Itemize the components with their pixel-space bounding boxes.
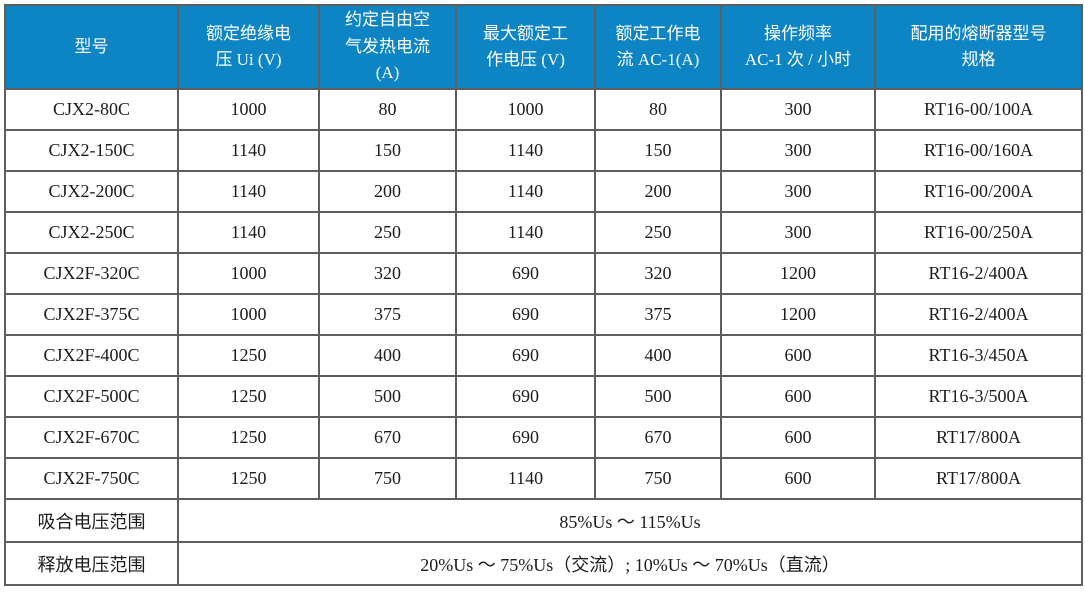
table-body: CJX2-80C 1000 80 1000 80 300 RT16-00/100A CJX2-… [4, 88, 1083, 500]
value-cell: 375 [318, 293, 457, 336]
table-header: 型号 额定绝缘电 压 Ui (V) 约定自由空 气发热电流 (A) 最大额定工 … [4, 4, 1083, 90]
pickup-voltage-row: 吸合电压范围 85%Us ～ 115%Us [4, 498, 1083, 543]
table-row: CJX2-200C 1140 200 1140 200 300 RT16-00/200A [4, 170, 1083, 213]
pickup-voltage-value: 85%Us ～ 115%Us [177, 498, 1083, 543]
value-cell: 1140 [177, 211, 320, 254]
release-voltage-value: 20%Us ～ 75%Us（交流）; 10%Us ～ 70%Us（直流） [177, 541, 1083, 586]
value-cell: 500 [318, 375, 457, 418]
table-row: CJX2F-500C 1250 500 690 500 600 RT16-3/500A [4, 375, 1083, 418]
column-header-max-working-voltage: 最大额定工 作电压 (V) [455, 4, 596, 90]
model-cell: CJX2-80C [4, 88, 179, 131]
value-cell: 250 [594, 211, 722, 254]
value-cell: RT16-3/450A [874, 334, 1083, 377]
value-cell: 750 [594, 457, 722, 500]
value-cell: 1000 [177, 293, 320, 336]
value-cell: RT17/800A [874, 457, 1083, 500]
column-header-thermal-current: 约定自由空 气发热电流 (A) [318, 4, 457, 90]
value-cell: 150 [594, 129, 722, 172]
value-cell: 375 [594, 293, 722, 336]
value-cell: 150 [318, 129, 457, 172]
column-header-model: 型号 [4, 4, 179, 90]
column-header-operating-frequency: 操作频率 AC-1 次 / 小时 [720, 4, 876, 90]
value-cell: 500 [594, 375, 722, 418]
column-header-fuse-spec: 配用的熔断器型号 规格 [874, 4, 1083, 90]
table-row: CJX2F-375C 1000 375 690 375 1200 RT16-2/400A [4, 293, 1083, 336]
column-header-insulation-voltage: 额定绝缘电 压 Ui (V) [177, 4, 320, 90]
value-cell: 1000 [455, 88, 596, 131]
value-cell: 690 [455, 252, 596, 295]
model-cell: CJX2F-400C [4, 334, 179, 377]
value-cell: 1250 [177, 334, 320, 377]
release-voltage-label: 释放电压范围 [4, 541, 179, 586]
value-cell: RT16-00/200A [874, 170, 1083, 213]
value-cell: RT16-00/100A [874, 88, 1083, 131]
value-cell: 1200 [720, 293, 876, 336]
table-row: CJX2F-670C 1250 670 690 670 600 RT17/800A [4, 416, 1083, 459]
value-cell: 600 [720, 457, 876, 500]
value-cell: RT16-2/400A [874, 252, 1083, 295]
value-cell: RT16-3/500A [874, 375, 1083, 418]
value-cell: 1140 [455, 129, 596, 172]
value-cell: 690 [455, 416, 596, 459]
value-cell: RT16-00/160A [874, 129, 1083, 172]
model-cell: CJX2F-670C [4, 416, 179, 459]
value-cell: 400 [318, 334, 457, 377]
contactor-spec-table: 型号 额定绝缘电 压 Ui (V) 约定自由空 气发热电流 (A) 最大额定工 … [4, 4, 1083, 586]
value-cell: 80 [318, 88, 457, 131]
value-cell: 1200 [720, 252, 876, 295]
table-row: CJX2F-400C 1250 400 690 400 600 RT16-3/450A [4, 334, 1083, 377]
value-cell: 600 [720, 416, 876, 459]
value-cell: 670 [318, 416, 457, 459]
model-cell: CJX2F-320C [4, 252, 179, 295]
value-cell: 80 [594, 88, 722, 131]
model-cell: CJX2F-500C [4, 375, 179, 418]
value-cell: 320 [594, 252, 722, 295]
column-header-working-current: 额定工作电 流 AC-1(A) [594, 4, 722, 90]
value-cell: RT16-2/400A [874, 293, 1083, 336]
value-cell: 250 [318, 211, 457, 254]
value-cell: 300 [720, 129, 876, 172]
value-cell: 1250 [177, 375, 320, 418]
value-cell: 670 [594, 416, 722, 459]
model-cell: CJX2-150C [4, 129, 179, 172]
value-cell: 600 [720, 334, 876, 377]
model-cell: CJX2F-750C [4, 457, 179, 500]
value-cell: 1140 [455, 170, 596, 213]
value-cell: 300 [720, 88, 876, 131]
value-cell: 600 [720, 375, 876, 418]
value-cell: 690 [455, 293, 596, 336]
header-row: 型号 额定绝缘电 压 Ui (V) 约定自由空 气发热电流 (A) 最大额定工 … [4, 4, 1083, 90]
value-cell: 1140 [455, 457, 596, 500]
value-cell: 1140 [455, 211, 596, 254]
value-cell: 690 [455, 334, 596, 377]
value-cell: 750 [318, 457, 457, 500]
value-cell: 200 [594, 170, 722, 213]
table-row: CJX2-80C 1000 80 1000 80 300 RT16-00/100A [4, 88, 1083, 131]
table-row: CJX2-250C 1140 250 1140 250 300 RT16-00/250A [4, 211, 1083, 254]
value-cell: 200 [318, 170, 457, 213]
model-cell: CJX2-200C [4, 170, 179, 213]
value-cell: 1000 [177, 88, 320, 131]
table-row: CJX2F-750C 1250 750 1140 750 600 RT17/800A [4, 457, 1083, 500]
table-footer: 吸合电压范围 85%Us ～ 115%Us 释放电压范围 20%Us ～ 75%… [4, 498, 1083, 586]
table-row: CJX2-150C 1140 150 1140 150 300 RT16-00/160A [4, 129, 1083, 172]
value-cell: 1140 [177, 129, 320, 172]
value-cell: RT16-00/250A [874, 211, 1083, 254]
value-cell: 1140 [177, 170, 320, 213]
value-cell: 320 [318, 252, 457, 295]
model-cell: CJX2F-375C [4, 293, 179, 336]
value-cell: 300 [720, 170, 876, 213]
value-cell: 400 [594, 334, 722, 377]
value-cell: 300 [720, 211, 876, 254]
value-cell: RT17/800A [874, 416, 1083, 459]
value-cell: 1250 [177, 416, 320, 459]
value-cell: 690 [455, 375, 596, 418]
release-voltage-row: 释放电压范围 20%Us ～ 75%Us（交流）; 10%Us ～ 70%Us（… [4, 541, 1083, 586]
value-cell: 1250 [177, 457, 320, 500]
value-cell: 1000 [177, 252, 320, 295]
model-cell: CJX2-250C [4, 211, 179, 254]
table-row: CJX2F-320C 1000 320 690 320 1200 RT16-2/400A [4, 252, 1083, 295]
pickup-voltage-label: 吸合电压范围 [4, 498, 179, 543]
